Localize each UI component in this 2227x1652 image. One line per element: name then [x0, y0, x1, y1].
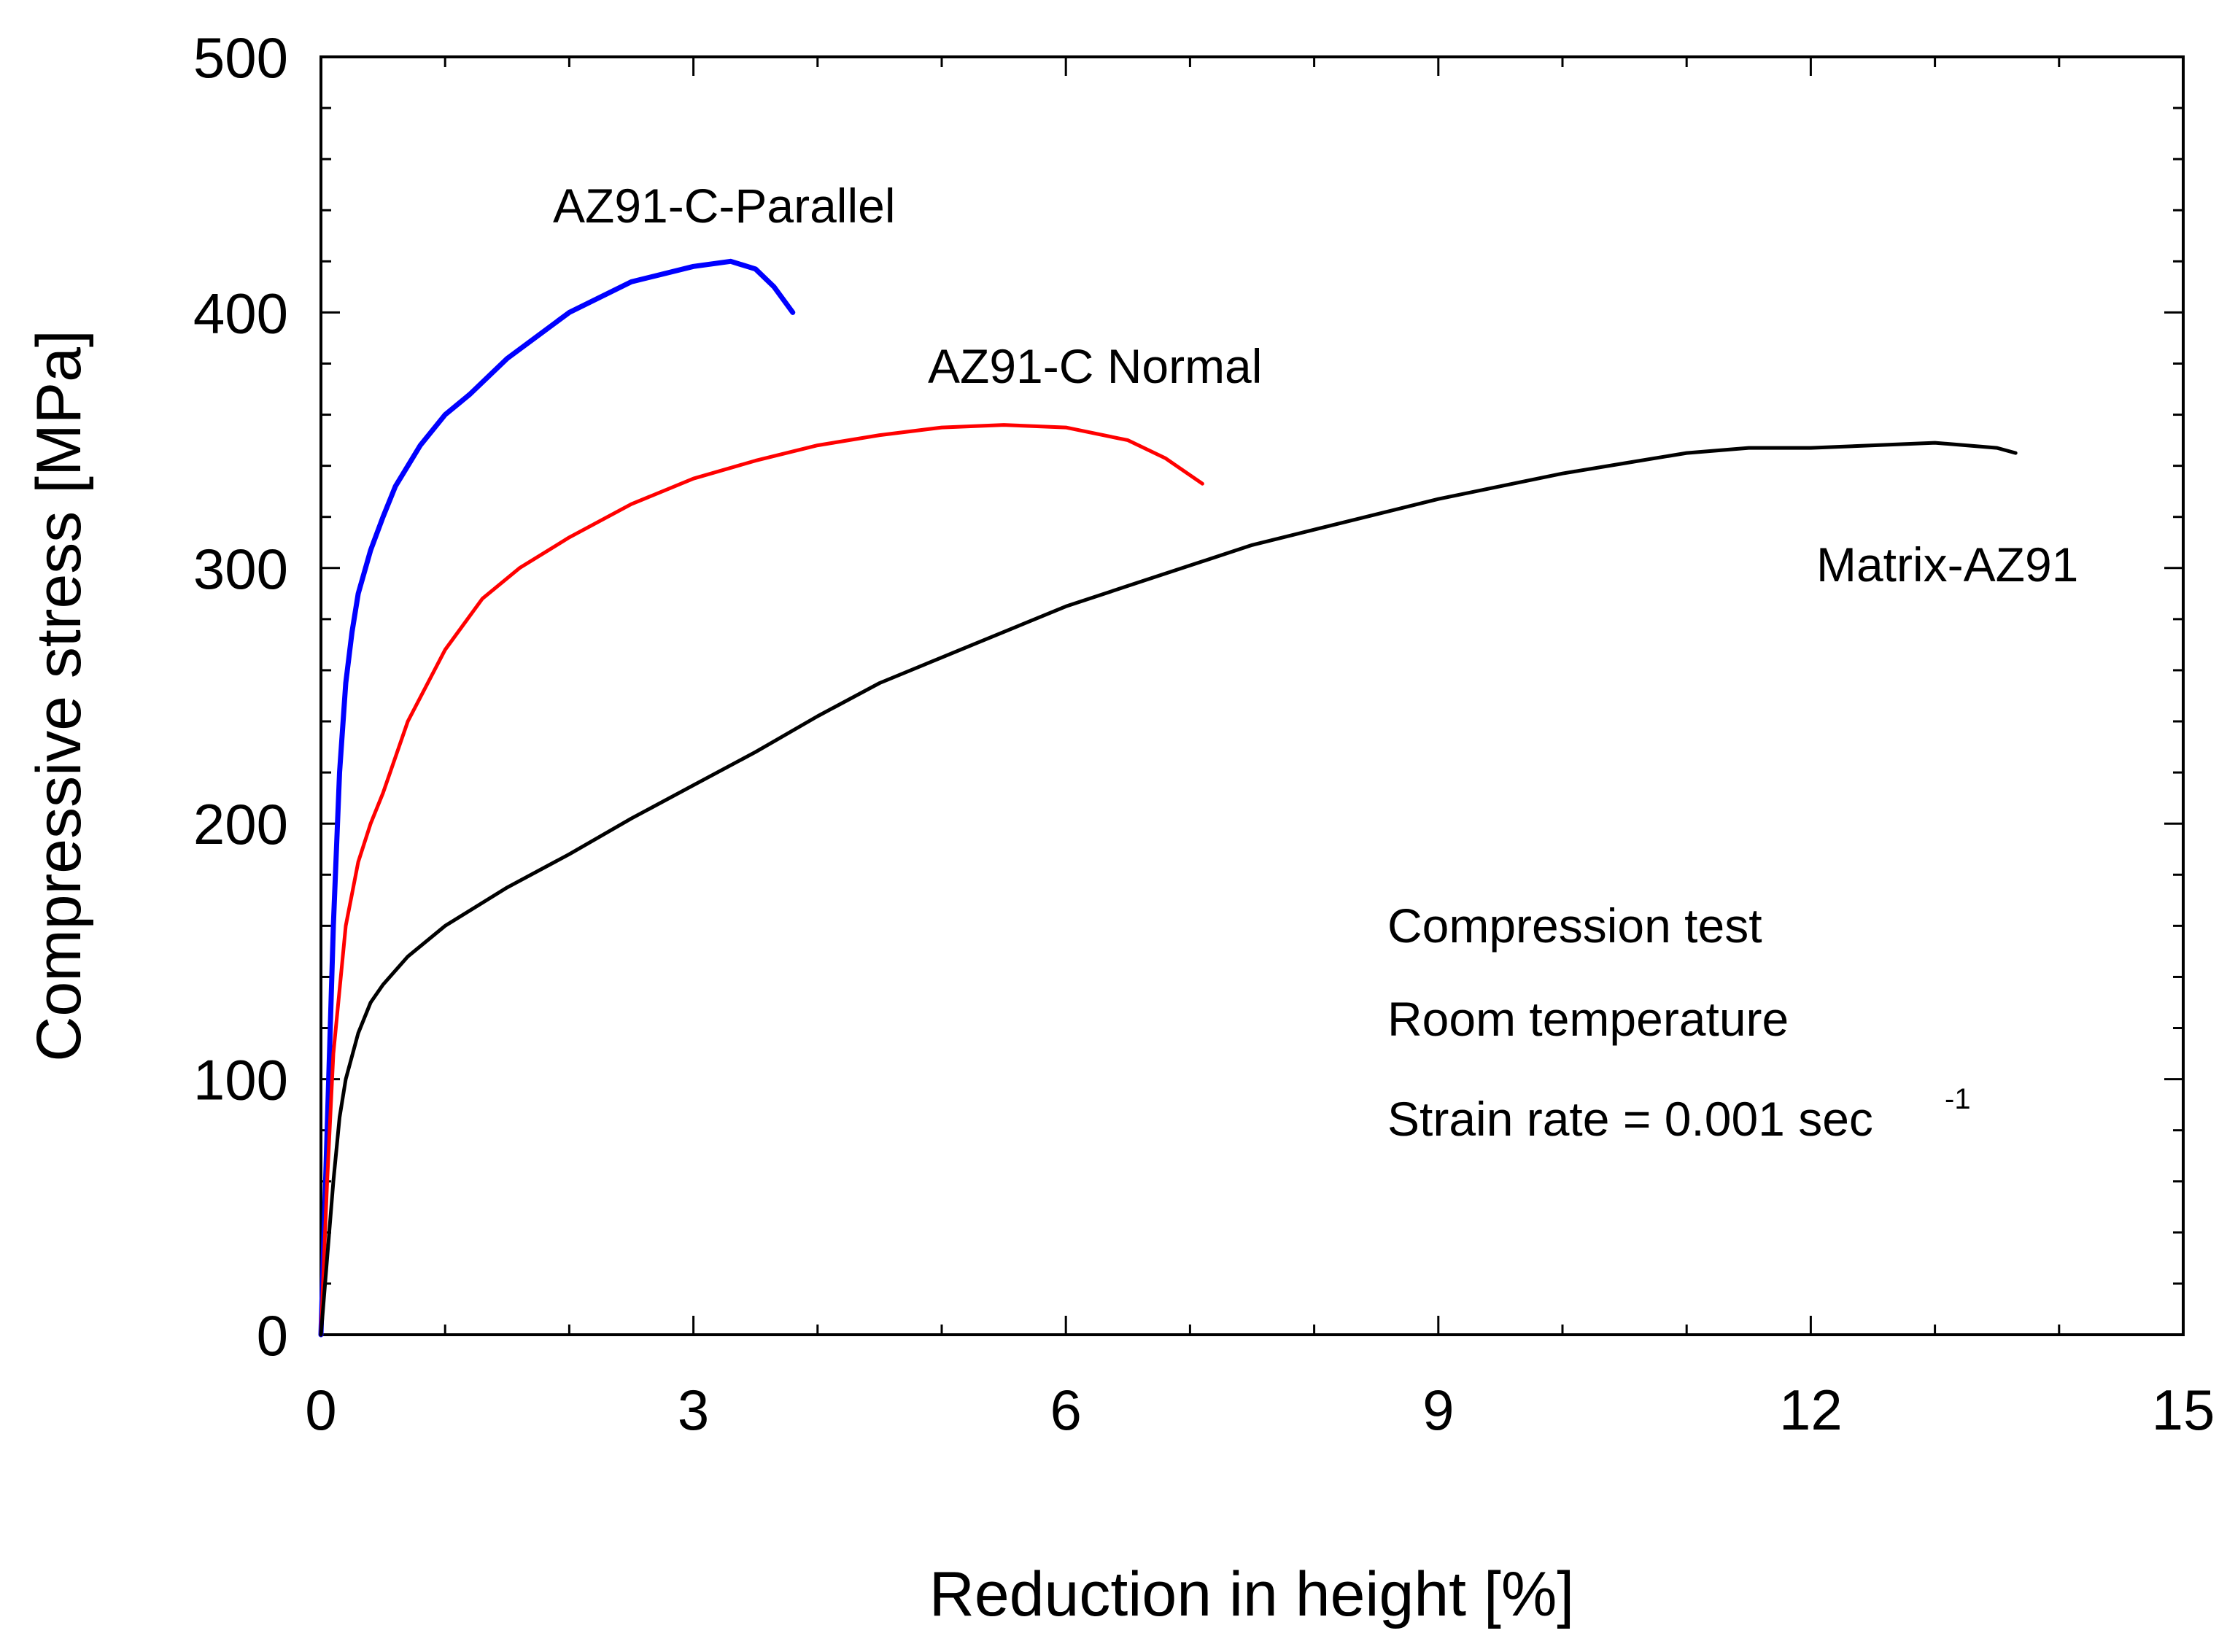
- axis-ticks: [319, 55, 2185, 1336]
- y-tick-label: 500: [193, 26, 288, 90]
- x-tick-label: 3: [678, 1378, 709, 1442]
- annotation-strain-rate: Strain rate = 0.001 sec: [1387, 1092, 1873, 1146]
- y-tick-labels: 0 100 200 300 400 500: [193, 26, 288, 1368]
- annotation-compression-test: Compression test: [1387, 899, 1762, 953]
- y-tick-label: 100: [193, 1048, 288, 1112]
- x-tick-label: 12: [1779, 1378, 1843, 1442]
- y-tick-label: 300: [193, 537, 288, 601]
- x-axis-title: Reduction in height [%]: [929, 1559, 1574, 1629]
- y-tick-label: 400: [193, 281, 288, 345]
- x-tick-label: 0: [305, 1378, 336, 1442]
- x-tick-labels: 0 3 6 9 12 15: [305, 1378, 2215, 1442]
- series-line-matrix-az91: [319, 441, 2018, 1337]
- series-line-az91-c-parallel: [318, 258, 796, 1338]
- series-lines: [318, 258, 2018, 1338]
- annotation-strain-rate-exponent: -1: [1945, 1083, 1971, 1115]
- annotation-room-temperature: Room temperature: [1387, 992, 1789, 1046]
- plot-frame: [319, 55, 2185, 1336]
- series-label-parallel: AZ91-C-Parallel: [553, 179, 895, 233]
- x-tick-label: 6: [1050, 1378, 1082, 1442]
- series-label-matrix: Matrix-AZ91: [1816, 538, 2078, 592]
- series-line-az91-c-normal: [319, 423, 1204, 1337]
- y-tick-label: 0: [257, 1303, 288, 1368]
- x-tick-label: 9: [1422, 1378, 1454, 1442]
- y-axis-title: Compressive stress [MPa]: [24, 330, 94, 1062]
- y-tick-label: 200: [193, 792, 288, 856]
- x-tick-label: 15: [2152, 1378, 2215, 1442]
- series-label-normal: AZ91-C Normal: [928, 339, 1262, 393]
